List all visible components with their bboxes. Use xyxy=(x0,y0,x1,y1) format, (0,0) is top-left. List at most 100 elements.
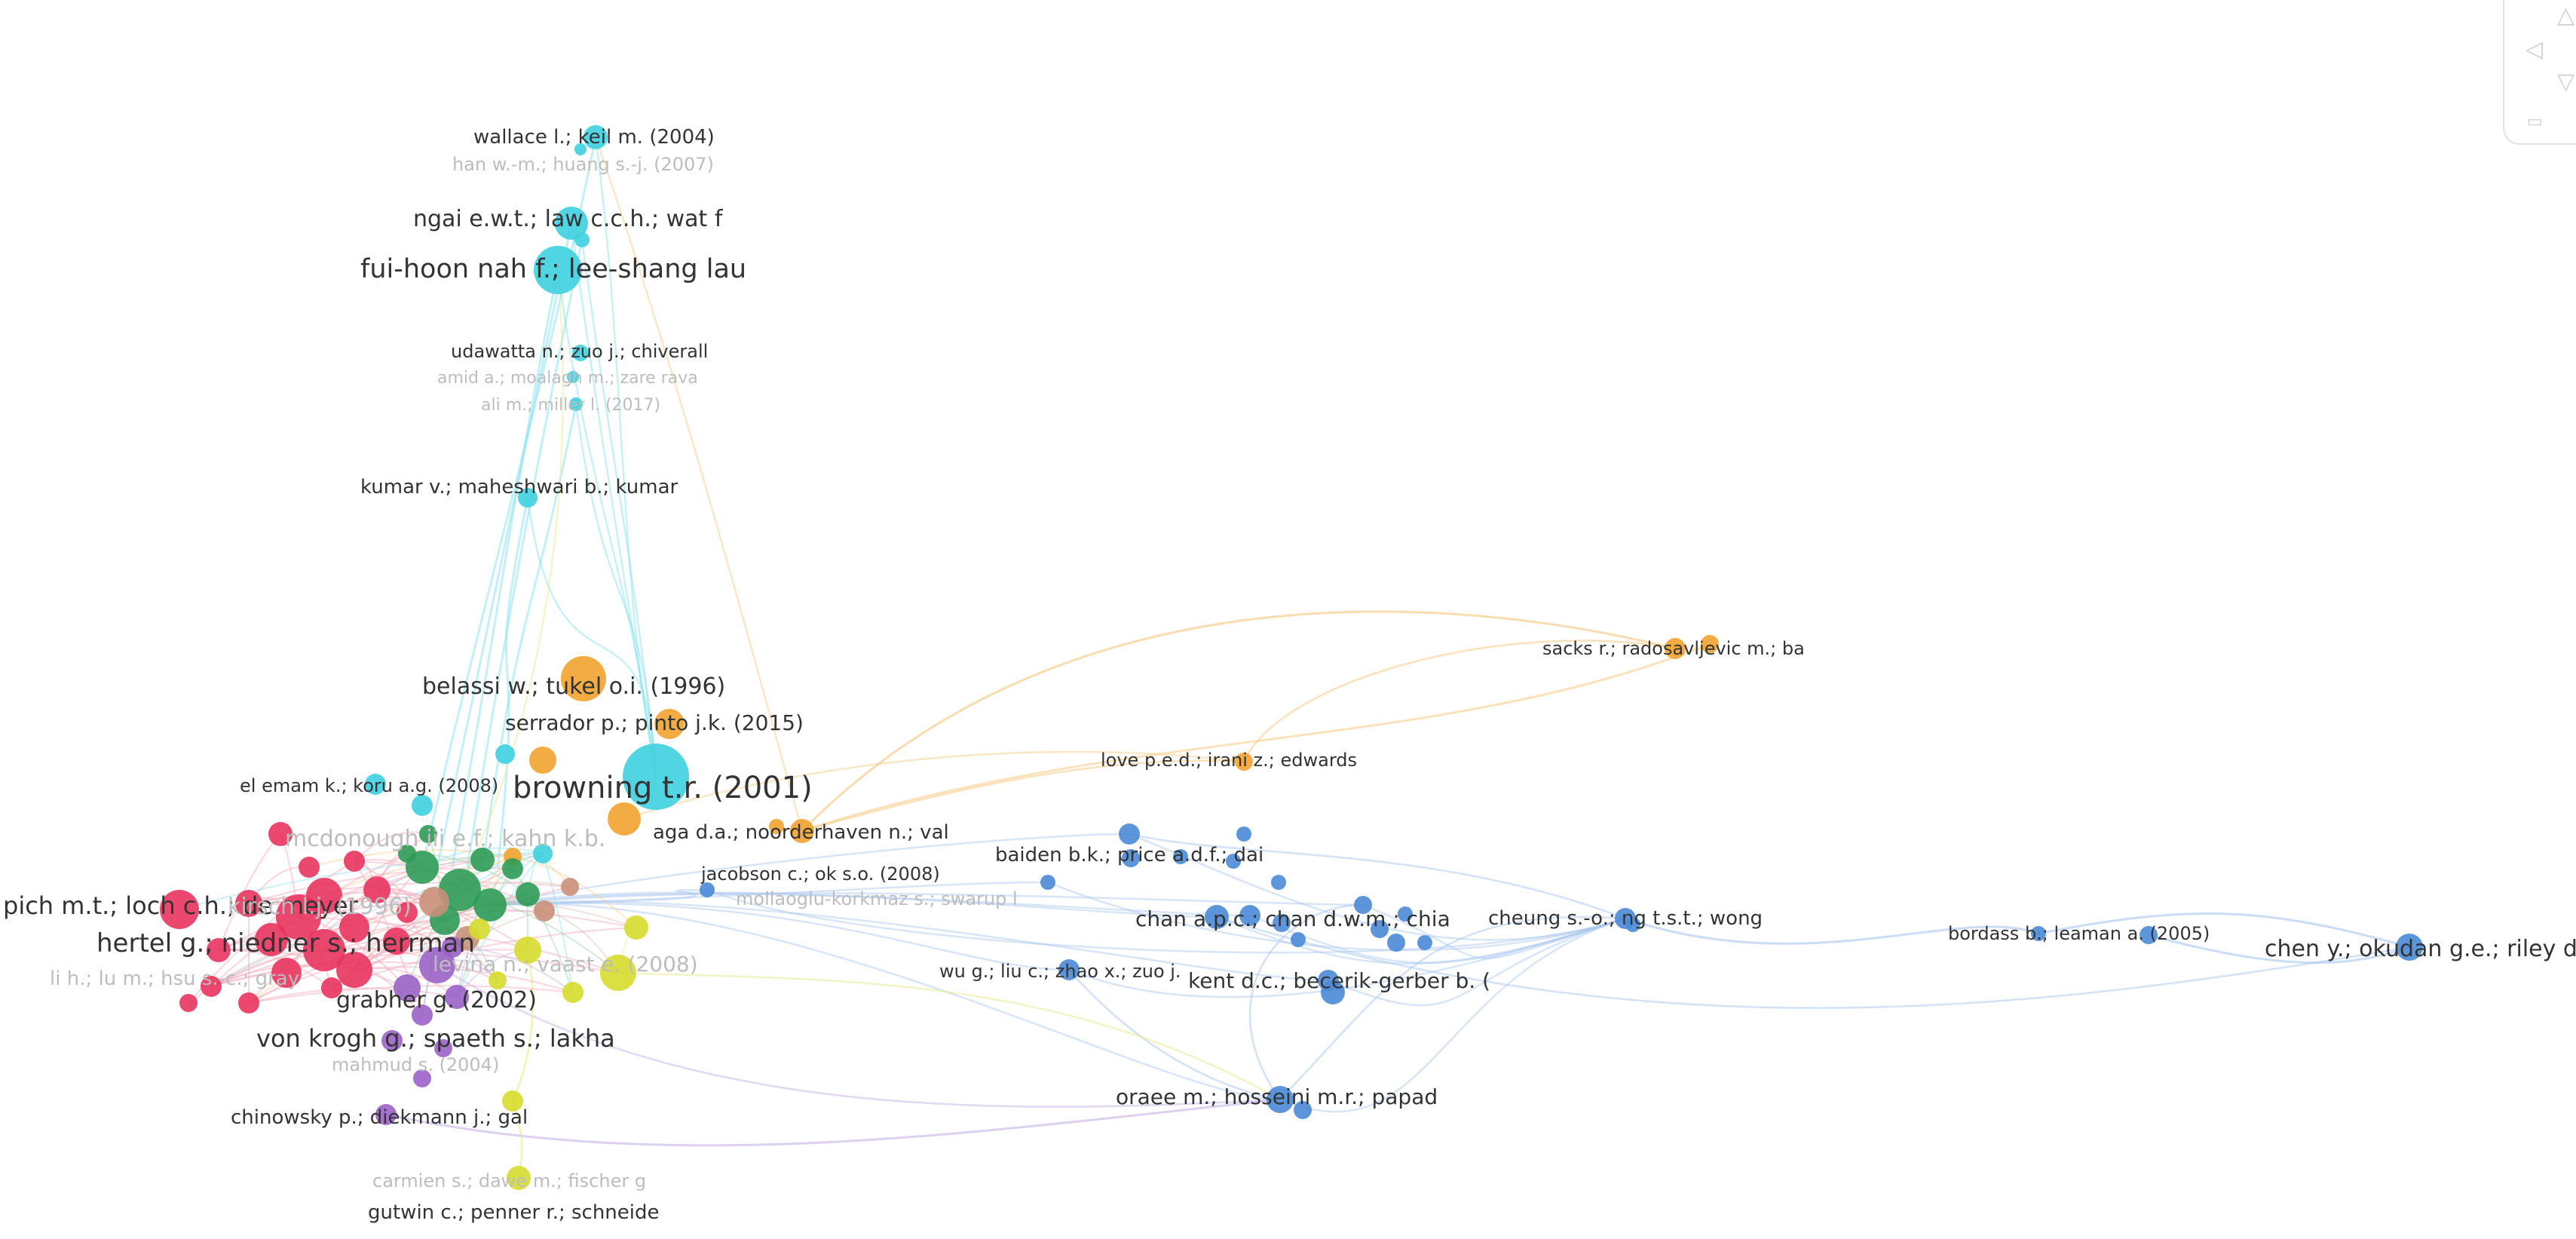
network-node[interactable] xyxy=(321,977,342,998)
node-label[interactable]: chinowsky p.; diekmann j.; gal xyxy=(231,1106,528,1129)
node-label[interactable]: li h.; lu m.; hsu s.-c.; gray xyxy=(50,968,299,990)
network-node[interactable] xyxy=(2396,934,2423,961)
network-node[interactable] xyxy=(363,876,391,903)
network-node[interactable] xyxy=(567,371,579,383)
node-label[interactable]: kumar v.; maheshwari b.; kumar xyxy=(360,476,678,498)
node-label[interactable]: belassi w.; tukel o.i. (1996) xyxy=(422,673,725,700)
network-node[interactable] xyxy=(624,915,648,940)
network-node[interactable] xyxy=(1387,934,1405,952)
network-node[interactable] xyxy=(412,1004,433,1026)
network-node[interactable] xyxy=(790,819,814,843)
node-label[interactable]: kent d.c.; becerik-gerber b. ( xyxy=(1188,968,1490,993)
node-label[interactable]: serrador p.; pinto j.k. (2015) xyxy=(505,710,804,735)
node-label[interactable]: jacobson c.; ok s.o. (2008) xyxy=(700,863,940,885)
node-label[interactable]: han w.-m.; huang s.-j. (2007) xyxy=(452,154,714,175)
network-node[interactable] xyxy=(1665,638,1686,659)
node-label[interactable]: hertel g.; niedner s.; herrman xyxy=(96,928,475,958)
network-node[interactable] xyxy=(160,890,199,929)
network-node[interactable] xyxy=(1173,849,1188,864)
node-label[interactable]: chen y.; okudan g.e.; riley d. xyxy=(2265,936,2576,962)
network-node[interactable] xyxy=(1236,827,1251,842)
node-label[interactable]: el emam k.; koru a.g. (2008) xyxy=(240,775,498,796)
network-node[interactable] xyxy=(584,125,608,149)
node-label[interactable]: mcdonough iii e.f.; kahn k.b. xyxy=(285,826,605,852)
network-node[interactable] xyxy=(271,958,302,988)
network-node[interactable] xyxy=(623,744,689,810)
network-node[interactable] xyxy=(419,825,437,843)
network-node[interactable] xyxy=(1271,875,1286,890)
network-node[interactable] xyxy=(381,1030,403,1051)
network-node[interactable] xyxy=(574,232,590,247)
network-node[interactable] xyxy=(412,795,433,816)
network-node[interactable] xyxy=(700,882,715,897)
network-node[interactable] xyxy=(419,947,455,983)
node-label[interactable]: pich m.t.; loch c.h.; de meyer xyxy=(3,891,359,920)
network-node[interactable] xyxy=(654,709,685,739)
network-node[interactable] xyxy=(469,919,490,940)
network-node[interactable] xyxy=(1273,914,1291,932)
network-node[interactable] xyxy=(442,937,463,958)
network-node[interactable] xyxy=(383,928,410,955)
network-node[interactable] xyxy=(534,900,555,922)
network-node[interactable] xyxy=(299,857,320,878)
network-node[interactable] xyxy=(1239,905,1260,926)
node-label[interactable]: amid a.; moalagh m.; zare rava xyxy=(437,369,698,388)
network-node[interactable] xyxy=(397,902,418,923)
network-node[interactable] xyxy=(365,774,386,795)
network-node[interactable] xyxy=(207,938,231,962)
network-node[interactable] xyxy=(561,656,606,701)
node-label[interactable]: kirsch l.j. (1996) xyxy=(228,894,412,920)
network-node[interactable] xyxy=(489,971,507,989)
node-label[interactable]: bordass b.; leaman a. (2005) xyxy=(1948,923,2210,944)
node-label[interactable]: von krogh g.; spaeth s.; lakha xyxy=(256,1024,615,1053)
network-node[interactable] xyxy=(1701,635,1719,653)
network-node[interactable] xyxy=(235,890,262,917)
network-node[interactable] xyxy=(518,488,538,508)
network-node[interactable] xyxy=(529,747,556,774)
network-node[interactable] xyxy=(516,882,540,906)
network-node[interactable] xyxy=(495,744,515,764)
node-label[interactable]: fui-hoon nah f.; lee-shang lau xyxy=(360,254,746,284)
network-node[interactable] xyxy=(1417,935,1432,950)
network-node[interactable] xyxy=(303,929,345,971)
network-node[interactable] xyxy=(574,143,587,155)
network-node[interactable] xyxy=(600,955,636,991)
network-node[interactable] xyxy=(473,888,507,922)
network-node[interactable] xyxy=(1371,920,1389,938)
network-node[interactable] xyxy=(514,937,541,964)
network-node[interactable] xyxy=(502,1090,523,1112)
network-node[interactable] xyxy=(507,1166,531,1190)
node-label[interactable]: browning t.r. (2001) xyxy=(513,771,813,805)
node-label[interactable]: chan a.p.c.; chan d.w.m.; chia xyxy=(1135,906,1450,931)
network-node[interactable] xyxy=(470,848,495,872)
network-node[interactable] xyxy=(306,878,342,914)
network-node[interactable] xyxy=(1267,1086,1294,1113)
network-node[interactable] xyxy=(1119,823,1140,845)
network-node[interactable] xyxy=(1235,753,1253,771)
network-node[interactable] xyxy=(534,246,582,294)
network-node[interactable] xyxy=(533,844,553,863)
network-node[interactable] xyxy=(561,878,579,896)
network-node[interactable] xyxy=(394,974,421,1001)
network-node[interactable] xyxy=(1205,905,1229,929)
node-label[interactable]: oraee m.; hosseini m.r.; papad xyxy=(1116,1084,1438,1109)
network-node[interactable] xyxy=(2140,926,2158,944)
node-label[interactable]: udawatta n.; zuo j.; chiverall xyxy=(451,341,708,362)
network-node[interactable] xyxy=(413,1069,431,1087)
network-node[interactable] xyxy=(608,802,641,836)
network-node[interactable] xyxy=(572,345,589,361)
network-node[interactable] xyxy=(1040,875,1055,890)
network-node[interactable] xyxy=(255,923,288,956)
network-node[interactable] xyxy=(1226,854,1241,869)
network-node[interactable] xyxy=(1058,959,1080,980)
network-node[interactable] xyxy=(238,992,259,1014)
node-label[interactable]: mollaoglu-korkmaz s.; swarup l xyxy=(736,888,1018,909)
network-node[interactable] xyxy=(201,976,222,997)
node-label[interactable]: cheung s.-o.; ng t.s.t.; wong xyxy=(1488,907,1763,930)
node-label[interactable]: wallace l.; keil m. (2004) xyxy=(473,126,715,149)
node-label[interactable]: gutwin c.; penner r.; schneide xyxy=(368,1201,660,1224)
pan-left-icon[interactable]: ◁ xyxy=(2525,36,2543,63)
network-node[interactable] xyxy=(555,207,588,240)
node-label[interactable]: wu g.; liu c.; zhao x.; zuo j. xyxy=(939,961,1181,982)
